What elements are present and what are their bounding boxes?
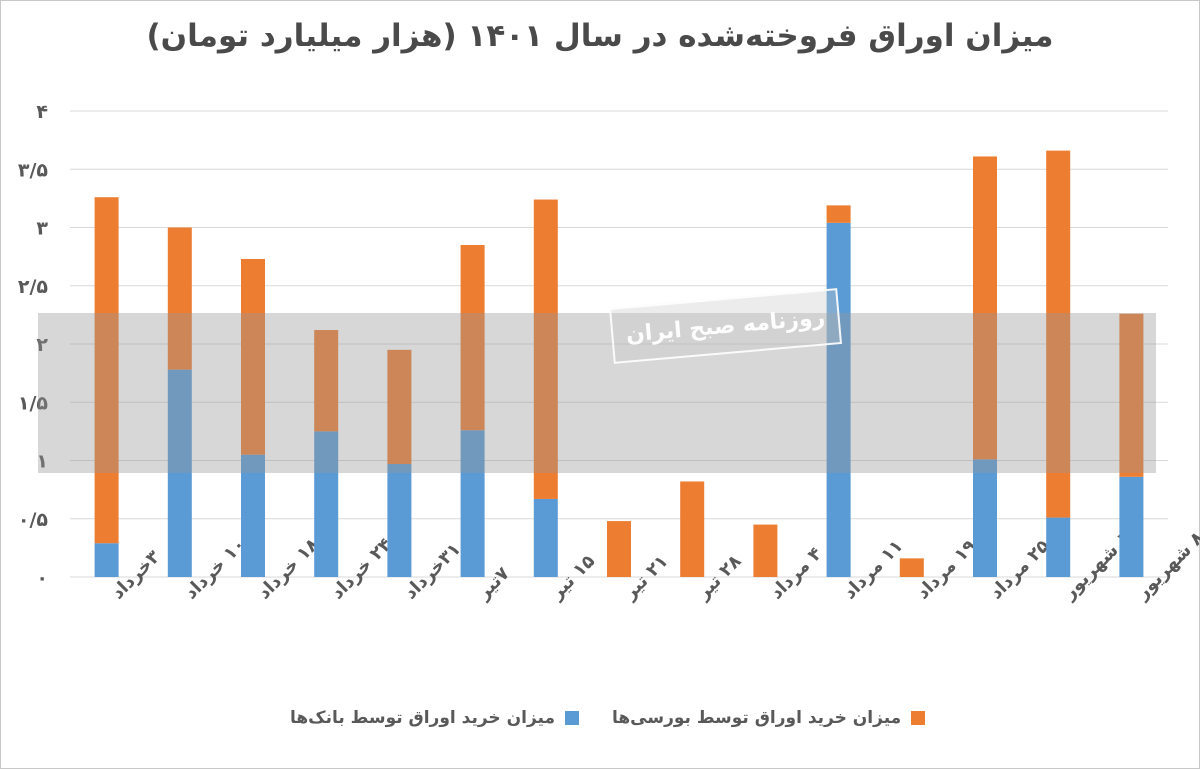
chart-title: میزان اوراق فروخته‌شده در سال ۱۴۰۱ (هزار…: [146, 18, 1054, 54]
legend-item-exchange: میزان خرید اوراق توسط بورسی‌ها: [612, 708, 926, 728]
y-tick-label: ۲/۵: [18, 276, 49, 298]
legend-item-banks: میزان خرید اوراق توسط بانک‌ها: [290, 708, 579, 728]
y-tick-label: ۴: [36, 101, 48, 123]
chart-legend: میزان خرید اوراق توسط بانک‌ها میزان خرید…: [0, 708, 1200, 738]
bar-segment-exchange: [387, 349, 412, 464]
bar-segment-exchange: [94, 197, 119, 544]
y-tick-label: ۰: [36, 567, 48, 589]
y-tick-label: ۱/۵: [18, 392, 49, 414]
bar-segment-exchange: [460, 244, 485, 431]
bar-segment-banks: [1046, 517, 1071, 577]
y-tick-label: ۳: [36, 218, 48, 240]
y-tick-label: ۱: [36, 451, 48, 473]
y-tick-label: ۳/۵: [18, 159, 49, 181]
legend-swatch-banks: [564, 711, 579, 725]
bar-segment-exchange: [314, 330, 339, 432]
bar-segment-exchange: [1046, 150, 1071, 518]
bar-segment-banks: [460, 430, 485, 577]
bar-segment-banks: [826, 222, 851, 577]
bar-segment-exchange: [973, 156, 997, 460]
bar-segment-banks: [1119, 476, 1144, 577]
bar-segment-exchange: [680, 481, 705, 577]
bar-segment-exchange: [167, 227, 192, 370]
bar-segment-exchange: [899, 558, 924, 577]
bar-segment-exchange: [241, 258, 265, 455]
bar-segment-banks: [314, 431, 339, 577]
bar-segment-banks: [241, 454, 265, 577]
bar-segment-exchange: [826, 205, 851, 223]
bar-segment-banks: [973, 459, 997, 577]
legend-swatch-exchange: [911, 711, 926, 725]
legend-label-banks: میزان خرید اوراق توسط بانک‌ها: [290, 708, 555, 728]
bar-segment-banks: [167, 369, 192, 577]
y-tick-label: ۲: [36, 334, 48, 356]
bar-segment-exchange: [533, 199, 558, 499]
bar-segment-exchange: [607, 521, 631, 577]
legend-label-exchange: میزان خرید اوراق توسط بورسی‌ها: [612, 708, 902, 728]
y-tick-label: ۰/۵: [18, 509, 49, 531]
bar-segment-banks: [533, 498, 558, 577]
bar-segment-banks: [94, 543, 119, 577]
bar-segment-banks: [387, 463, 412, 577]
bar-segment-exchange: [1119, 313, 1144, 477]
watermark-band: [38, 313, 1156, 473]
bar-segment-exchange: [753, 524, 778, 577]
